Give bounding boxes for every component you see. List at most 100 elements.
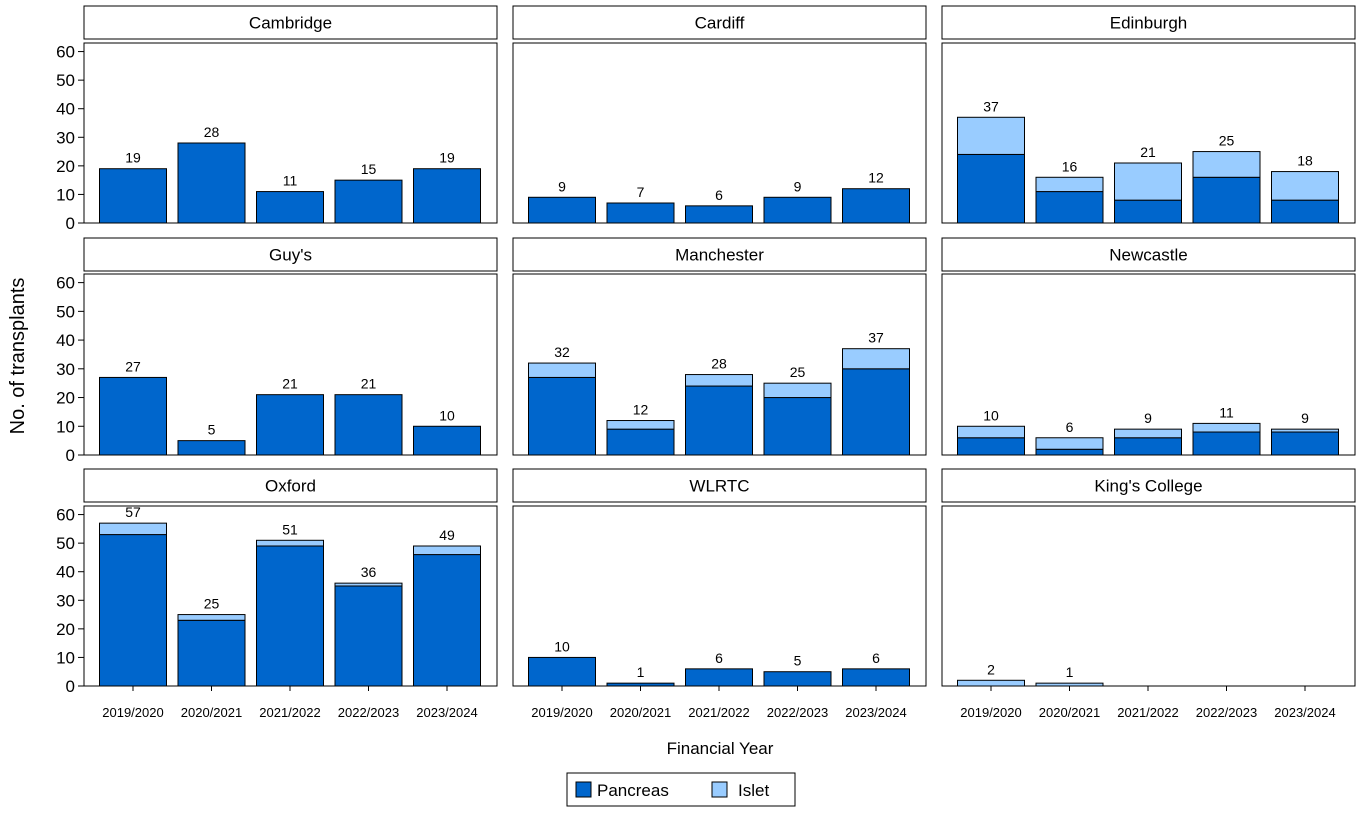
panel-title: WLRTC xyxy=(689,477,749,496)
panel-frame xyxy=(512,505,927,687)
bar-pancreas xyxy=(256,191,324,224)
x-tick-label: 2022/2023 xyxy=(767,705,828,720)
bar-islet xyxy=(1035,682,1104,687)
data-label: 1 xyxy=(637,664,645,680)
panel-title: Manchester xyxy=(675,246,764,265)
y-tick-label: 60 xyxy=(56,506,75,525)
legend-label-pancreas: Pancreas xyxy=(597,781,669,800)
panel-title: Cambridge xyxy=(249,14,332,33)
bar-pancreas xyxy=(1035,191,1104,224)
data-label: 19 xyxy=(439,150,455,166)
panel-strip xyxy=(941,237,1356,272)
panel-strip xyxy=(83,237,498,272)
data-label: 6 xyxy=(715,650,723,666)
panel-title: Edinburgh xyxy=(1110,14,1188,33)
x-tick-label: 2020/2021 xyxy=(181,705,242,720)
data-label: 28 xyxy=(711,356,727,372)
panel-strip xyxy=(83,5,498,40)
bar-pancreas xyxy=(528,376,596,456)
panel-frame xyxy=(941,505,1356,687)
data-label: 57 xyxy=(125,504,141,520)
data-label: 5 xyxy=(208,422,216,438)
bar-islet xyxy=(957,116,1025,155)
x-axis-title: Financial Year xyxy=(667,739,774,758)
y-tick-label: 40 xyxy=(56,331,75,350)
bar-islet xyxy=(685,374,753,387)
panel-title: Cardiff xyxy=(695,14,745,33)
x-tick-label: 2019/2020 xyxy=(102,705,163,720)
data-label: 11 xyxy=(1219,404,1234,420)
data-label: 37 xyxy=(983,98,999,114)
data-label: 5 xyxy=(794,653,802,669)
bar-pancreas xyxy=(256,394,324,456)
bar-islet xyxy=(1114,428,1182,439)
bar-pancreas xyxy=(763,671,832,687)
data-label: 6 xyxy=(872,650,880,666)
bar-islet xyxy=(1192,151,1261,178)
y-tick-label: 30 xyxy=(56,591,75,610)
panel-title: King's College xyxy=(1094,477,1202,496)
bar-pancreas xyxy=(1192,176,1261,224)
legend-swatch-islet xyxy=(711,781,728,798)
legend-swatch-pancreas xyxy=(575,781,592,798)
bar-islet xyxy=(1035,437,1104,450)
data-label: 12 xyxy=(633,402,649,418)
bar-islet xyxy=(334,582,403,587)
bar-pancreas xyxy=(413,168,481,224)
bar-islet xyxy=(256,539,324,547)
panel-title: Oxford xyxy=(265,477,316,496)
x-tick-label: 2021/2022 xyxy=(1117,705,1178,720)
data-label: 37 xyxy=(868,330,884,346)
data-label: 21 xyxy=(282,376,298,392)
data-label: 11 xyxy=(283,173,298,189)
y-tick-label: 60 xyxy=(56,274,75,293)
bar-islet xyxy=(1035,176,1104,193)
y-tick-label: 0 xyxy=(66,677,75,696)
panel-strip xyxy=(512,237,927,272)
x-tick-label: 2020/2021 xyxy=(610,705,671,720)
data-label: 25 xyxy=(1219,133,1235,149)
y-tick-label: 50 xyxy=(56,71,75,90)
bar-pancreas xyxy=(763,397,832,456)
bar-pancreas xyxy=(957,437,1025,456)
x-tick-label: 2021/2022 xyxy=(259,705,320,720)
y-tick-label: 20 xyxy=(56,157,75,176)
y-tick-label: 40 xyxy=(56,100,75,119)
data-label: 2 xyxy=(987,661,995,677)
data-label: 21 xyxy=(361,376,377,392)
y-tick-label: 0 xyxy=(66,446,75,465)
data-label: 10 xyxy=(983,407,999,423)
bar-pancreas xyxy=(685,205,753,224)
bar-islet xyxy=(1114,162,1182,201)
bar-pancreas xyxy=(1035,448,1104,456)
data-label: 7 xyxy=(637,184,645,200)
y-axis-title: No. of transplants xyxy=(7,278,29,435)
y-tick-label: 10 xyxy=(56,417,75,436)
bar-pancreas xyxy=(334,585,403,687)
bar-pancreas xyxy=(1192,431,1261,456)
x-tick-label: 2023/2024 xyxy=(416,705,477,720)
bar-islet xyxy=(1271,171,1339,201)
y-tick-label: 50 xyxy=(56,534,75,553)
bar-pancreas xyxy=(256,545,324,687)
x-tick-label: 2019/2020 xyxy=(531,705,592,720)
bar-pancreas xyxy=(334,179,403,224)
panel-strip xyxy=(941,468,1356,503)
x-tick-label: 2020/2021 xyxy=(1039,705,1100,720)
bar-islet xyxy=(842,348,910,370)
bar-pancreas xyxy=(685,385,753,456)
data-label: 21 xyxy=(1140,144,1156,160)
data-label: 25 xyxy=(204,596,220,612)
bar-pancreas xyxy=(606,202,675,224)
panel-strip xyxy=(941,5,1356,40)
bar-pancreas xyxy=(606,428,675,456)
bar-pancreas xyxy=(334,394,403,456)
data-label: 12 xyxy=(868,170,884,186)
y-tick-label: 20 xyxy=(56,620,75,639)
data-label: 15 xyxy=(361,161,377,177)
bar-pancreas xyxy=(842,188,910,224)
bar-pancreas xyxy=(413,425,481,456)
y-tick-label: 30 xyxy=(56,128,75,147)
bar-pancreas xyxy=(1271,431,1339,456)
data-label: 9 xyxy=(1301,410,1309,426)
